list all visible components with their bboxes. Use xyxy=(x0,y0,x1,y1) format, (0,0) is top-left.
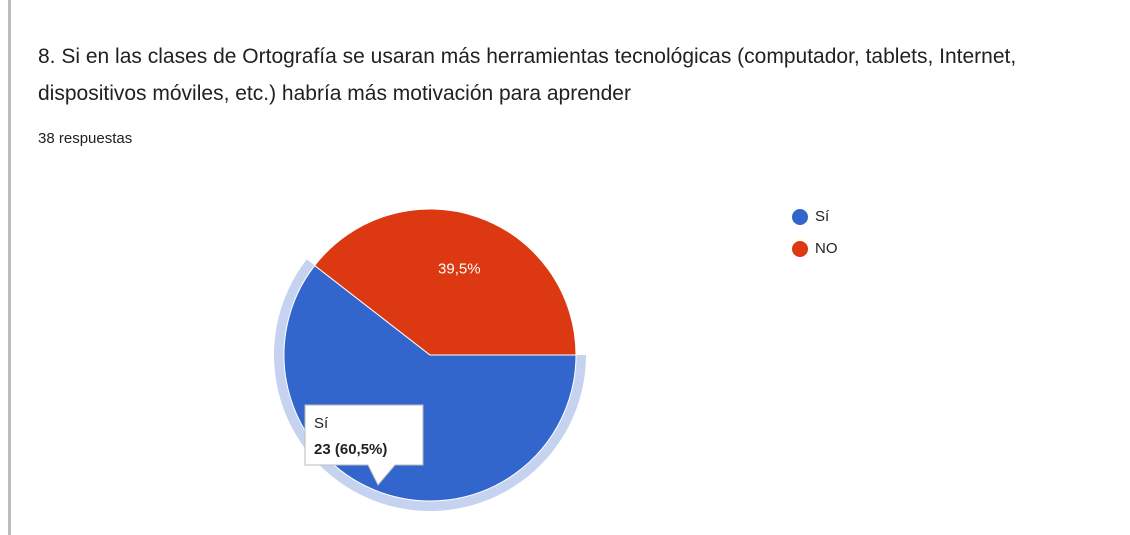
legend-swatch xyxy=(792,241,808,257)
card-edge xyxy=(8,0,11,535)
slice xyxy=(313,208,577,356)
legend-label: NO xyxy=(815,240,838,257)
response-count: 38 respuestas xyxy=(38,130,133,147)
slice-label: 39,5% xyxy=(438,260,481,277)
tooltip-value: 23 (60,5%) xyxy=(314,441,387,458)
tooltip-category: Sí xyxy=(314,415,329,432)
tooltip-box xyxy=(304,404,424,486)
legend-label: Sí xyxy=(815,208,830,225)
legend-swatch xyxy=(792,209,808,225)
tooltip: Sí 23 (60,5%) xyxy=(304,404,424,486)
question-title: 8. Si en las clases de Ortografía se usa… xyxy=(38,45,1017,105)
